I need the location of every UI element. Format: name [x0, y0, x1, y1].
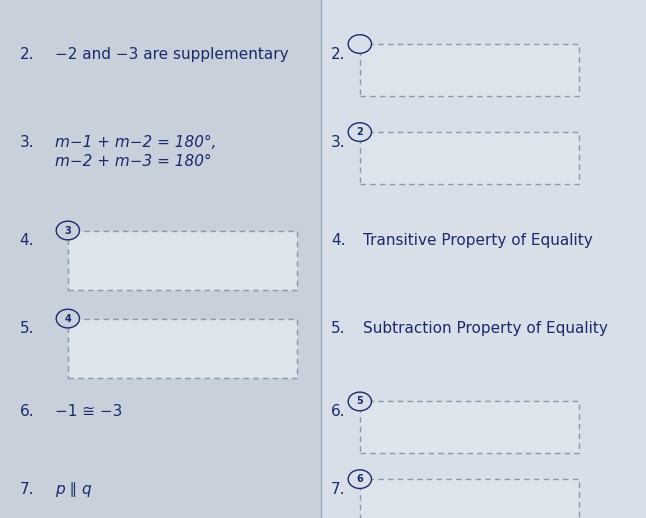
Circle shape — [348, 35, 371, 53]
Bar — [68, 319, 297, 378]
Text: 5.: 5. — [19, 321, 34, 336]
Text: 4.: 4. — [19, 233, 34, 248]
Text: p ∥ q: p ∥ q — [55, 482, 92, 497]
Text: 4: 4 — [65, 313, 71, 324]
Text: 7.: 7. — [19, 482, 34, 497]
Text: Transitive Property of Equality: Transitive Property of Equality — [363, 233, 593, 248]
Text: 2: 2 — [357, 127, 363, 137]
Bar — [360, 479, 579, 518]
Circle shape — [56, 221, 79, 240]
Text: Subtraction Property of Equality: Subtraction Property of Equality — [363, 321, 608, 336]
Bar — [360, 132, 579, 184]
Circle shape — [348, 123, 371, 141]
Text: 3.: 3. — [19, 135, 34, 150]
Bar — [68, 231, 297, 290]
Text: 4.: 4. — [331, 233, 345, 248]
Text: 6.: 6. — [331, 404, 346, 419]
Circle shape — [348, 392, 371, 411]
FancyBboxPatch shape — [321, 0, 646, 518]
Text: 3.: 3. — [331, 135, 346, 150]
Text: −2 and −3 are supplementary: −2 and −3 are supplementary — [55, 47, 289, 62]
Text: 2.: 2. — [331, 47, 345, 62]
Text: 2.: 2. — [19, 47, 34, 62]
Text: 5: 5 — [357, 396, 363, 407]
Text: 7.: 7. — [331, 482, 345, 497]
Text: 5.: 5. — [331, 321, 345, 336]
Text: m−1 + m−2 = 180°,
m−2 + m−3 = 180°: m−1 + m−2 = 180°, m−2 + m−3 = 180° — [55, 135, 216, 169]
Text: 3: 3 — [65, 225, 71, 236]
Text: 6.: 6. — [19, 404, 34, 419]
Bar — [360, 401, 579, 453]
Text: 6: 6 — [357, 474, 363, 484]
Text: −1 ≅ −3: −1 ≅ −3 — [55, 404, 122, 419]
Circle shape — [56, 309, 79, 328]
Bar — [360, 44, 579, 96]
Circle shape — [348, 470, 371, 488]
